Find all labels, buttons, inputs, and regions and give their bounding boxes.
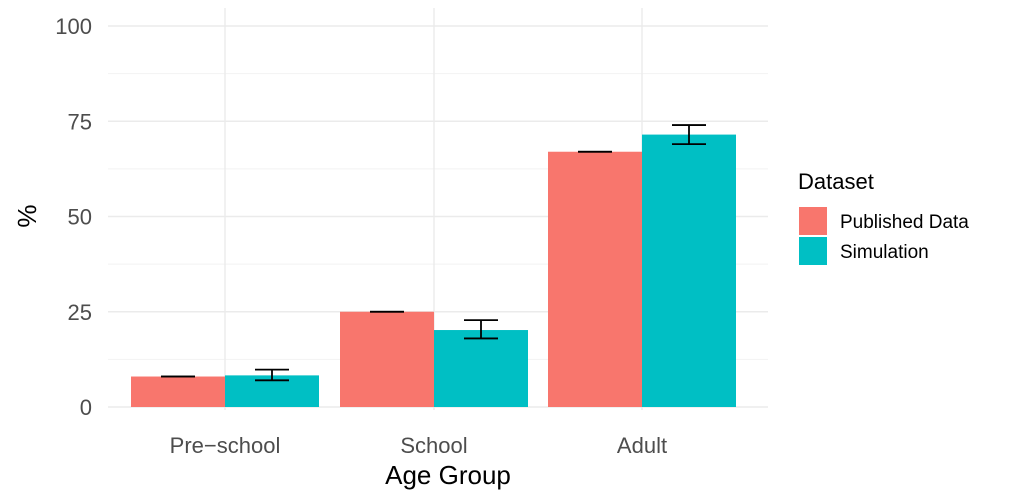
y-tick-label: 25: [68, 300, 92, 325]
x-tick-labels: Pre−school School Adult: [170, 433, 667, 458]
legend-key-simulation: [799, 237, 827, 265]
y-tick-label: 50: [68, 205, 92, 230]
bar: [340, 311, 434, 407]
error-bars: [161, 124, 706, 382]
error-bar: [464, 319, 498, 340]
x-tick-label: School: [400, 433, 467, 458]
bar: [434, 330, 528, 407]
y-tick-label: 0: [80, 395, 92, 420]
bar: [548, 151, 642, 407]
bars: [131, 134, 736, 407]
x-tick-label: Adult: [617, 433, 667, 458]
legend-label-published-data: Published Data: [840, 212, 969, 233]
bar: [642, 134, 736, 407]
y-tick-labels: 0 25 50 75 100: [55, 14, 92, 420]
bar: [131, 376, 225, 407]
error-bar: [255, 368, 289, 382]
legend-key-published-data: [799, 207, 827, 235]
y-tick-label: 100: [55, 14, 92, 39]
x-axis-title: Age Group: [385, 460, 511, 490]
legend: Dataset Published Data Simulation: [798, 169, 969, 265]
legend-title: Dataset: [798, 169, 874, 194]
legend-label-simulation: Simulation: [840, 242, 929, 263]
y-axis-title: %: [12, 204, 42, 227]
y-tick-label: 75: [68, 109, 92, 134]
x-tick-label: Pre−school: [170, 433, 281, 458]
error-bar: [672, 124, 706, 146]
